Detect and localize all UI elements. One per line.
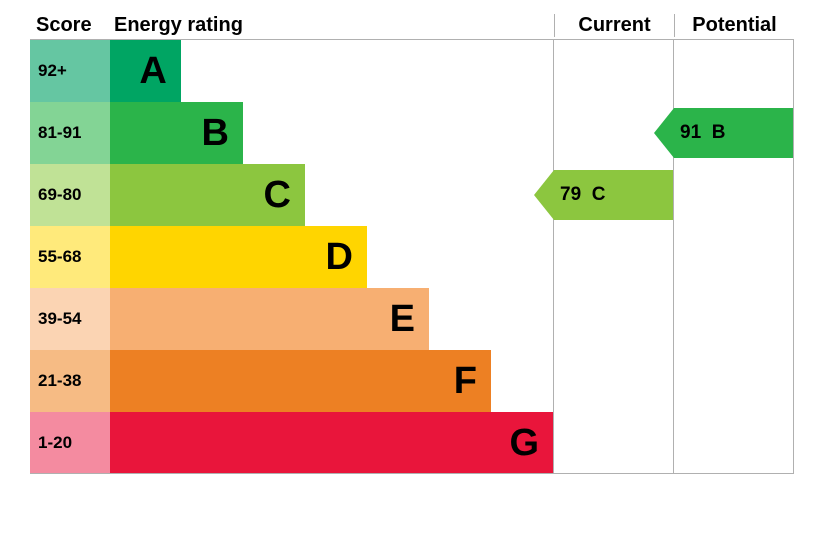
band-row-g: 1-20 G (30, 412, 794, 474)
bar-cell-a: A (110, 40, 554, 102)
score-range-a: 92+ (30, 40, 110, 102)
current-cell-e (554, 288, 674, 350)
band-row-c: 69-80 C 79 C (30, 164, 794, 226)
current-cell-g (554, 412, 674, 474)
rating-bar-a: A (110, 40, 181, 102)
rating-letter-a: A (139, 50, 166, 93)
bar-cell-f: F (110, 350, 554, 412)
current-cell-c: 79 C (554, 164, 674, 226)
potential-cell-g (674, 412, 794, 474)
band-row-f: 21-38 F (30, 350, 794, 412)
bar-cell-c: C (110, 164, 554, 226)
rating-letter-f: F (454, 360, 477, 403)
rating-bar-g: G (110, 412, 553, 474)
rating-letter-e: E (390, 298, 415, 341)
potential-cell-d (674, 226, 794, 288)
potential-cell-f (674, 350, 794, 412)
bar-cell-b: B (110, 102, 554, 164)
current-cell-d (554, 226, 674, 288)
bar-cell-g: G (110, 412, 554, 474)
rating-letter-d: D (325, 236, 352, 279)
rating-bar-e: E (110, 288, 429, 350)
score-range-e: 39-54 (30, 288, 110, 350)
rating-bar-f: F (110, 350, 491, 412)
band-row-d: 55-68 D (30, 226, 794, 288)
rating-letter-b: B (201, 112, 228, 155)
score-range-f: 21-38 (30, 350, 110, 412)
header-score: Score (30, 14, 110, 37)
rating-bar-c: C (110, 164, 305, 226)
potential-marker: 91 B (654, 108, 793, 158)
potential-cell-b: 91 B (674, 102, 794, 164)
band-row-a: 92+ A (30, 40, 794, 102)
score-range-g: 1-20 (30, 412, 110, 474)
bar-cell-d: D (110, 226, 554, 288)
header-current: Current (554, 14, 674, 37)
energy-rating-chart: Score Energy rating Current Potential 92… (0, 0, 824, 558)
potential-cell-c (674, 164, 794, 226)
score-range-b: 81-91 (30, 102, 110, 164)
rating-bar-b: B (110, 102, 243, 164)
header-energy-rating: Energy rating (110, 14, 554, 37)
bar-cell-e: E (110, 288, 554, 350)
current-marker-arrow-icon (534, 170, 554, 220)
potential-cell-a (674, 40, 794, 102)
rating-letter-c: C (263, 174, 290, 217)
header-potential: Potential (674, 14, 794, 37)
rating-bar-d: D (110, 226, 367, 288)
potential-marker-arrow-icon (654, 108, 674, 158)
current-marker: 79 C (534, 170, 673, 220)
header-row: Score Energy rating Current Potential (30, 10, 794, 40)
current-marker-label: 79 C (554, 170, 673, 220)
current-cell-f (554, 350, 674, 412)
bands-area: 92+ A 81-91 B 91 B 69-80 C 79 C 55-68 D 39-54 E 21-3… (30, 40, 794, 474)
rating-letter-g: G (509, 422, 539, 465)
band-row-e: 39-54 E (30, 288, 794, 350)
band-row-b: 81-91 B 91 B (30, 102, 794, 164)
current-cell-a (554, 40, 674, 102)
score-range-c: 69-80 (30, 164, 110, 226)
potential-cell-e (674, 288, 794, 350)
potential-marker-label: 91 B (674, 108, 793, 158)
score-range-d: 55-68 (30, 226, 110, 288)
